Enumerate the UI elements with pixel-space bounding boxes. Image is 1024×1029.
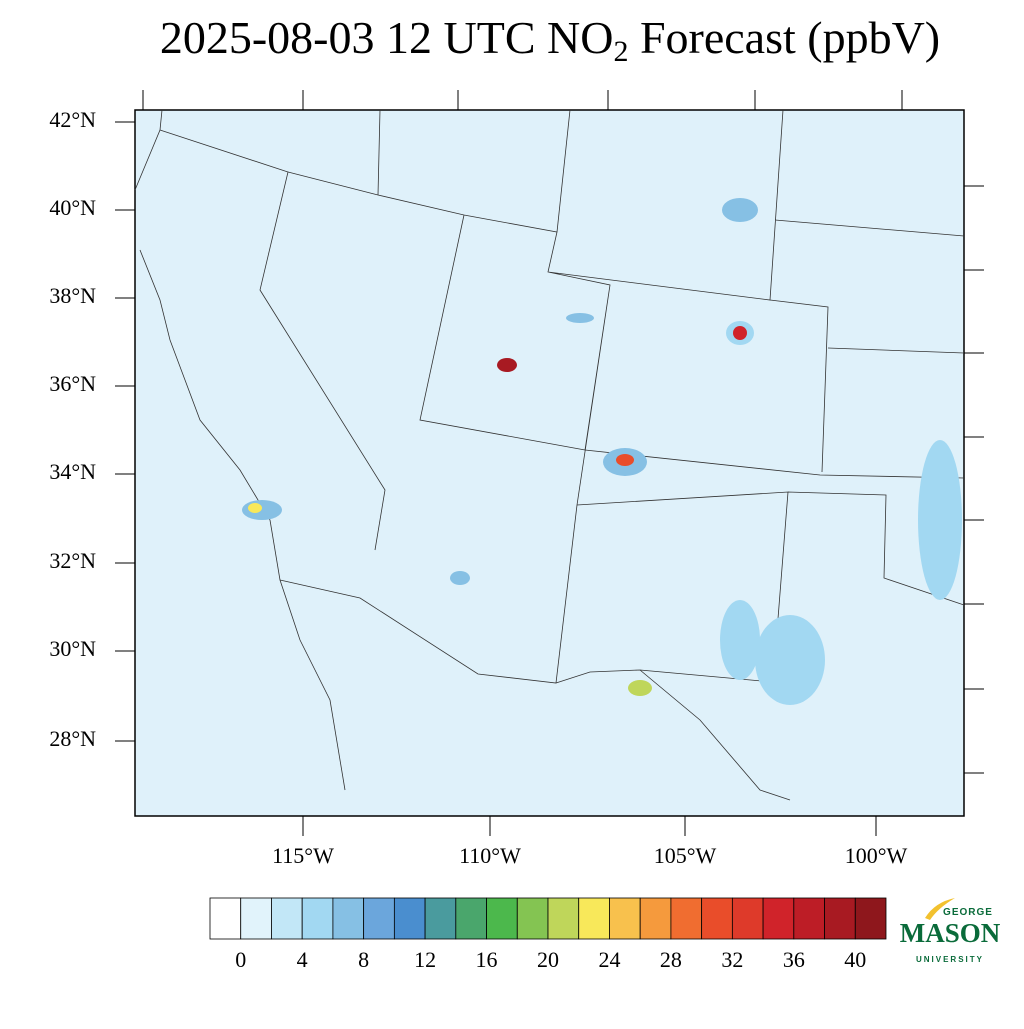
- logo-top: GEORGE: [943, 907, 993, 918]
- colorbar-swatch: [762, 897, 795, 940]
- colorbar-swatch: [363, 897, 395, 940]
- title: 2025-08-03 12 UTC NO2 Forecast (ppbV): [160, 12, 940, 68]
- hotspot: [242, 500, 282, 520]
- colorbar-swatch: [670, 897, 703, 940]
- colorbar-label: 36: [783, 947, 805, 972]
- logo-mark: [925, 898, 955, 920]
- axes: 42°N 40°N 38°N 36°N 34°N 32°N 30°N 28°N 115°W 110…: [49, 90, 984, 868]
- colorbar-swatch: [854, 897, 887, 940]
- colorbar-swatch: [578, 897, 610, 940]
- colorbar-label: 4: [297, 947, 308, 972]
- title-subscript: 2: [613, 35, 628, 68]
- colorbar-swatch: [455, 897, 487, 940]
- hotspot: [628, 680, 652, 696]
- colorbar-swatch: [301, 897, 334, 940]
- map: [134, 109, 965, 817]
- lat-label: 34°N: [49, 459, 96, 484]
- colorbar-swatch: [332, 897, 365, 940]
- hotspot: [616, 454, 634, 466]
- colorbar-swatch: [639, 897, 672, 940]
- colorbar-swatch: [824, 897, 856, 940]
- lat-label: 38°N: [49, 283, 96, 308]
- lat-label: 30°N: [49, 636, 96, 661]
- colorbar-swatch: [547, 897, 580, 940]
- logo-bottom: UNIVERSITY: [916, 955, 984, 964]
- hotspot: [450, 571, 470, 585]
- colorbar-swatch: [271, 897, 303, 940]
- border: [639, 669, 791, 801]
- hotspot: [497, 358, 517, 372]
- lat-label: 32°N: [49, 548, 96, 573]
- hotspot: [566, 313, 594, 323]
- lat-label: 42°N: [49, 107, 96, 132]
- map-area: [134, 109, 965, 817]
- colorbar-label: 12: [414, 947, 436, 972]
- colorbar-label: 8: [358, 947, 369, 972]
- title-main: 2025-08-03 12 UTC NO: [160, 12, 614, 63]
- lat-label: 28°N: [49, 726, 96, 751]
- colorbar: 0 4 8 12 16 20 24 28 32 36 40: [209, 897, 887, 972]
- colorbar-swatch: [516, 897, 549, 940]
- hotspot: [720, 600, 760, 680]
- lon-label: 110°W: [459, 843, 521, 868]
- colorbar-label: 0: [235, 947, 246, 972]
- state-borders: [159, 109, 965, 684]
- lon-label: 115°W: [272, 843, 334, 868]
- colorbar-swatch: [393, 897, 426, 940]
- colorbar-label: 20: [537, 947, 559, 972]
- hotspot: [918, 440, 962, 600]
- logo: GEORGE MASON UNIVERSITY: [900, 898, 1001, 964]
- colorbar-label: 32: [721, 947, 743, 972]
- hotspot: [755, 615, 825, 705]
- hotspot: [722, 198, 758, 222]
- logo-main: MASON: [900, 918, 1001, 948]
- hotspot: [248, 503, 262, 513]
- colorbar-swatch: [424, 897, 457, 940]
- lat-label: 36°N: [49, 371, 96, 396]
- colorbar-swatch: [209, 897, 242, 940]
- lat-label: 40°N: [49, 195, 96, 220]
- colorbar-label: 40: [844, 947, 866, 972]
- colorbar-swatch: [486, 897, 518, 940]
- colorbar-label: 16: [476, 947, 498, 972]
- title-rest: Forecast (ppbV): [628, 12, 940, 63]
- colorbar-swatch: [701, 897, 733, 940]
- colorbar-swatch: [731, 897, 764, 940]
- colorbar-label: 24: [598, 947, 620, 972]
- colorbar-swatch: [793, 897, 825, 940]
- lon-label: 105°W: [654, 843, 717, 868]
- hotspot: [733, 326, 747, 340]
- colorbar-swatch: [240, 897, 272, 940]
- colorbar-swatch: [609, 897, 641, 940]
- lon-label: 100°W: [845, 843, 908, 868]
- colorbar-label: 28: [660, 947, 682, 972]
